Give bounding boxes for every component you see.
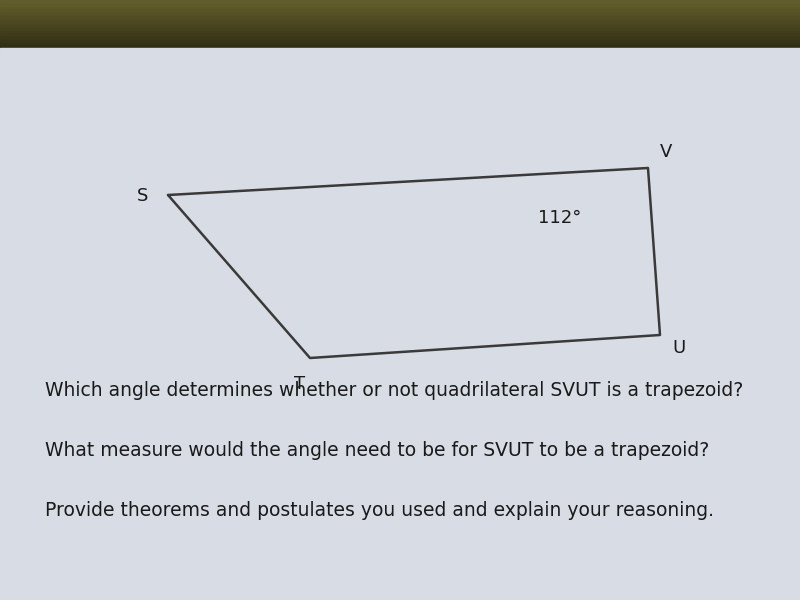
Bar <box>0 50 800 54</box>
Bar <box>0 62 800 66</box>
Bar <box>0 29 800 32</box>
Text: T: T <box>294 375 306 393</box>
Bar <box>0 10 800 13</box>
Text: U: U <box>672 339 686 357</box>
Bar <box>0 22 800 25</box>
Bar <box>0 2 800 6</box>
Bar <box>0 7 800 11</box>
Bar <box>0 38 800 42</box>
Bar <box>0 60 800 64</box>
Text: Provide theorems and postulates you used and explain your reasoning.: Provide theorems and postulates you used… <box>45 500 714 520</box>
Bar <box>0 41 800 44</box>
Bar <box>0 17 800 20</box>
Bar <box>0 48 800 52</box>
Bar <box>0 46 800 49</box>
Bar <box>0 5 800 8</box>
Bar <box>0 55 800 59</box>
Bar <box>0 36 800 40</box>
Bar <box>0 24 800 28</box>
Text: What measure would the angle need to be for SVUT to be a trapezoid?: What measure would the angle need to be … <box>45 440 710 460</box>
Bar <box>0 31 800 35</box>
Bar <box>0 14 800 18</box>
Bar <box>0 43 800 47</box>
Bar <box>0 19 800 23</box>
Bar <box>0 67 800 71</box>
Bar <box>0 34 800 37</box>
Bar <box>0 0 800 4</box>
Bar <box>0 65 800 68</box>
Text: 112°: 112° <box>538 209 582 227</box>
Bar <box>0 58 800 61</box>
Bar <box>0 12 800 16</box>
Bar <box>0 53 800 56</box>
Bar <box>0 70 800 73</box>
Text: V: V <box>660 143 672 161</box>
Text: Which angle determines whether or not quadrilateral SVUT is a trapezoid?: Which angle determines whether or not qu… <box>45 380 743 400</box>
Text: S: S <box>137 187 148 205</box>
Bar <box>0 26 800 30</box>
